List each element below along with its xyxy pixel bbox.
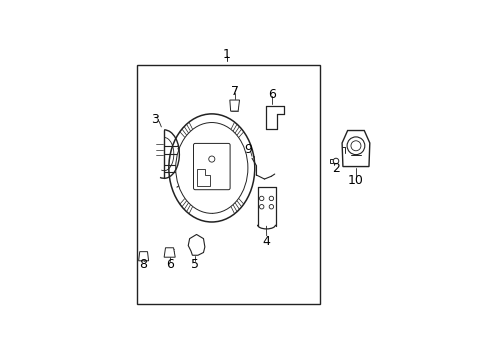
Ellipse shape <box>168 114 254 222</box>
Bar <box>329 159 332 163</box>
FancyBboxPatch shape <box>193 143 230 190</box>
Circle shape <box>208 156 214 162</box>
Bar <box>197 168 226 186</box>
Bar <box>216 153 227 165</box>
Text: 9: 9 <box>244 143 252 157</box>
Text: 8: 8 <box>140 258 147 271</box>
Text: 2: 2 <box>332 162 340 175</box>
Circle shape <box>268 204 273 209</box>
Text: 7: 7 <box>230 85 238 98</box>
Text: 6: 6 <box>268 88 276 101</box>
Text: 6: 6 <box>165 258 173 271</box>
Text: 5: 5 <box>191 258 199 271</box>
Bar <box>137 66 319 304</box>
Circle shape <box>259 196 264 201</box>
Polygon shape <box>164 248 175 257</box>
Text: 4: 4 <box>262 235 270 248</box>
Circle shape <box>346 137 364 155</box>
Polygon shape <box>342 131 369 167</box>
Text: 1: 1 <box>223 48 230 61</box>
Circle shape <box>259 204 264 209</box>
Polygon shape <box>138 252 148 261</box>
Polygon shape <box>188 234 204 255</box>
Circle shape <box>332 158 338 164</box>
Bar <box>196 153 207 165</box>
Polygon shape <box>197 169 210 186</box>
Text: 3: 3 <box>151 113 159 126</box>
Bar <box>249 156 254 161</box>
Polygon shape <box>229 100 239 111</box>
Ellipse shape <box>175 122 247 213</box>
Circle shape <box>268 196 273 201</box>
Circle shape <box>350 141 360 151</box>
Text: 10: 10 <box>347 174 363 187</box>
